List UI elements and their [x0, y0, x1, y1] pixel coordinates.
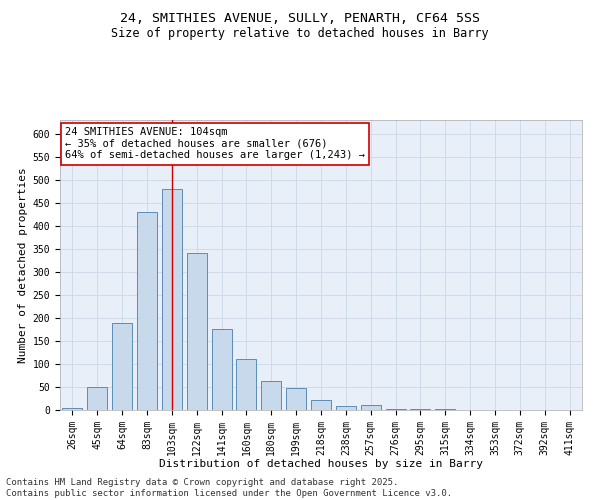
Bar — [386, 408, 406, 410]
Bar — [286, 388, 306, 410]
Bar — [262, 382, 281, 410]
Bar — [410, 409, 430, 410]
Bar — [88, 387, 107, 410]
Text: Contains HM Land Registry data © Crown copyright and database right 2025.
Contai: Contains HM Land Registry data © Crown c… — [6, 478, 452, 498]
Bar — [162, 189, 182, 410]
Bar — [336, 406, 356, 410]
Bar — [212, 330, 232, 410]
Text: 24, SMITHIES AVENUE, SULLY, PENARTH, CF64 5SS: 24, SMITHIES AVENUE, SULLY, PENARTH, CF6… — [120, 12, 480, 26]
Bar — [137, 212, 157, 410]
Bar — [112, 322, 132, 410]
Y-axis label: Number of detached properties: Number of detached properties — [19, 167, 28, 363]
Bar — [436, 409, 455, 410]
Bar — [311, 400, 331, 410]
X-axis label: Distribution of detached houses by size in Barry: Distribution of detached houses by size … — [159, 459, 483, 469]
Bar — [187, 254, 206, 410]
Bar — [236, 360, 256, 410]
Bar — [62, 408, 82, 410]
Text: 24 SMITHIES AVENUE: 104sqm
← 35% of detached houses are smaller (676)
64% of sem: 24 SMITHIES AVENUE: 104sqm ← 35% of deta… — [65, 127, 365, 160]
Text: Size of property relative to detached houses in Barry: Size of property relative to detached ho… — [111, 28, 489, 40]
Bar — [361, 406, 380, 410]
